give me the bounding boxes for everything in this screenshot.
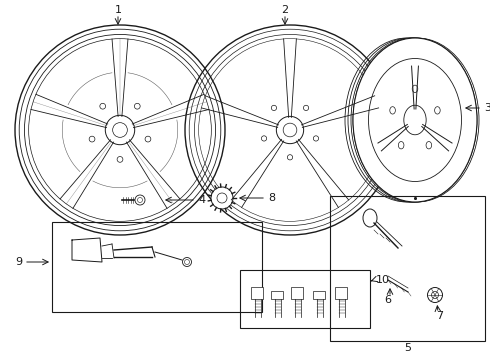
- Text: 7: 7: [437, 311, 443, 321]
- Bar: [291, 287, 303, 299]
- Ellipse shape: [313, 136, 318, 141]
- Ellipse shape: [145, 136, 151, 142]
- Ellipse shape: [426, 141, 432, 149]
- Ellipse shape: [353, 38, 477, 202]
- Ellipse shape: [363, 209, 377, 227]
- Text: 3: 3: [484, 103, 490, 113]
- Ellipse shape: [182, 257, 192, 266]
- Bar: [240, 270, 370, 328]
- Text: 2: 2: [281, 5, 289, 15]
- Ellipse shape: [398, 141, 404, 149]
- Ellipse shape: [427, 288, 442, 302]
- Text: 9: 9: [15, 257, 22, 267]
- Text: 1: 1: [115, 5, 122, 15]
- Ellipse shape: [390, 107, 395, 114]
- Ellipse shape: [261, 136, 267, 141]
- Ellipse shape: [134, 103, 140, 109]
- Bar: [330, 196, 485, 341]
- Text: 5: 5: [405, 343, 412, 353]
- Ellipse shape: [404, 105, 426, 135]
- Text: 10: 10: [376, 275, 390, 285]
- Ellipse shape: [435, 107, 440, 114]
- Ellipse shape: [412, 85, 418, 93]
- Ellipse shape: [117, 157, 123, 162]
- Text: 4: 4: [198, 195, 205, 205]
- Bar: [335, 287, 347, 299]
- Ellipse shape: [89, 136, 95, 142]
- Bar: [52, 222, 262, 312]
- Ellipse shape: [271, 105, 276, 111]
- Bar: [251, 287, 263, 299]
- Text: 6: 6: [385, 295, 392, 305]
- Bar: [271, 291, 283, 299]
- Ellipse shape: [135, 195, 145, 205]
- Ellipse shape: [211, 187, 233, 209]
- Text: 8: 8: [268, 193, 275, 203]
- Ellipse shape: [100, 103, 106, 109]
- Ellipse shape: [287, 155, 293, 160]
- Ellipse shape: [303, 105, 309, 111]
- Bar: [313, 291, 325, 299]
